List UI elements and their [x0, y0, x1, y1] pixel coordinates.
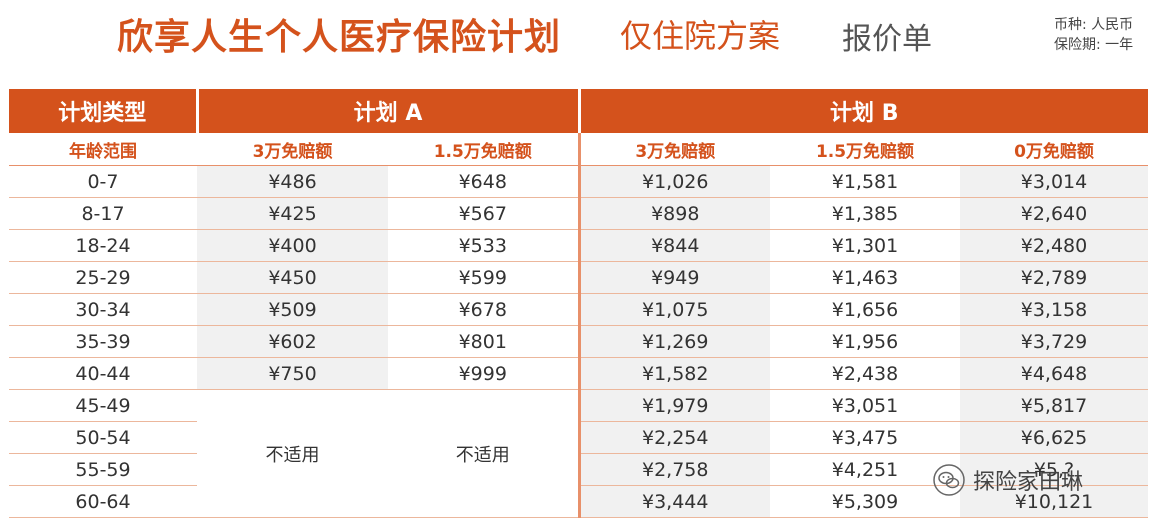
plan-a-price-cell: ¥750	[197, 357, 388, 390]
table-row: 60-64 ¥3,444 ¥5,309 ¥10,121	[9, 485, 1148, 518]
age-range-cell: 35-39	[9, 325, 197, 358]
age-range-cell: 60-64	[9, 485, 197, 518]
page-subtitle: 仅住院方案	[620, 17, 781, 55]
age-range-cell: 25-29	[9, 261, 197, 294]
not-applicable-cell: 不适用	[197, 389, 388, 518]
age-range-cell: 30-34	[9, 293, 197, 326]
plan-a-price-cell: ¥999	[388, 357, 581, 390]
plan-b-price-cell: ¥5,309	[770, 485, 960, 518]
age-range-cell: 55-59	[9, 453, 197, 486]
plan-b-price-cell: ¥5,?	[960, 453, 1148, 486]
plan-a-deductible-15k-header: 1.5万免赔额	[388, 133, 581, 166]
plan-b-header: 计划 B	[577, 89, 1148, 133]
quote-label: 报价单	[842, 22, 932, 57]
currency-label: 币种: 人民币	[1054, 17, 1134, 33]
plan-b-price-cell: ¥2,254	[579, 421, 770, 454]
plan-b-price-cell: ¥4,251	[770, 453, 960, 486]
plan-a-price-cell: ¥400	[197, 229, 388, 262]
plan-b-price-cell: ¥3,014	[960, 165, 1148, 198]
plan-b-price-cell: ¥3,729	[960, 325, 1148, 358]
plan-b-price-cell: ¥6,625	[960, 421, 1148, 454]
pricing-table: 计划类型 计划 A 计划 B 年龄范围 3万免赔额 1.5万免赔额 3万免赔额 …	[9, 89, 1148, 518]
period-label: 保险期: 一年	[1054, 37, 1134, 53]
table-row: 35-39 ¥602 ¥801 ¥1,269 ¥1,956 ¥3,729	[9, 325, 1148, 358]
plan-b-deductible-30k-header: 3万免赔额	[579, 133, 770, 166]
header: 欣享人生个人医疗保险计划 仅住院方案 报价单 币种: 人民币 保险期: 一年	[0, 0, 1158, 86]
watermark-text: 探险家田琳	[973, 470, 1084, 495]
age-range-cell: 0-7	[9, 165, 197, 198]
table-row: 50-54 ¥2,254 ¥3,475 ¥6,625	[9, 421, 1148, 454]
age-range-cell: 45-49	[9, 389, 197, 422]
age-range-cell: 50-54	[9, 421, 197, 454]
plan-a-price-cell: ¥486	[197, 165, 388, 198]
table-row: 18-24 ¥400 ¥533 ¥844 ¥1,301 ¥2,480	[9, 229, 1148, 262]
plan-a-deductible-30k-header: 3万免赔额	[197, 133, 388, 166]
age-range-cell: 8-17	[9, 197, 197, 230]
age-range-header: 年龄范围	[9, 133, 197, 166]
plan-b-price-cell: ¥2,480	[960, 229, 1148, 262]
plan-b-price-cell: ¥1,656	[770, 293, 960, 326]
plan-b-price-cell: ¥898	[579, 197, 770, 230]
plan-b-price-cell: ¥1,956	[770, 325, 960, 358]
age-range-cell: 40-44	[9, 357, 197, 390]
plan-b-price-cell: ¥844	[579, 229, 770, 262]
table-row: 0-7 ¥486 ¥648 ¥1,026 ¥1,581 ¥3,014	[9, 165, 1148, 198]
plan-a-price-cell: ¥678	[388, 293, 581, 326]
plan-b-price-cell: ¥3,444	[579, 485, 770, 518]
plan-b-deductible-0-header: 0万免赔额	[960, 133, 1148, 166]
plan-a-price-cell: ¥450	[197, 261, 388, 294]
table-header-row: 计划类型 计划 A 计划 B	[9, 89, 1148, 133]
plan-b-price-cell: ¥2,758	[579, 453, 770, 486]
plan-b-price-cell: ¥2,438	[770, 357, 960, 390]
plan-type-header: 计划类型	[9, 89, 197, 133]
not-applicable-cell: 不适用	[388, 389, 581, 518]
plan-b-price-cell: ¥2,640	[960, 197, 1148, 230]
plan-b-price-cell: ¥949	[579, 261, 770, 294]
plan-b-price-cell: ¥1,301	[770, 229, 960, 262]
plan-a-price-cell: ¥648	[388, 165, 581, 198]
table-subheader-row: 年龄范围 3万免赔额 1.5万免赔额 3万免赔额 1.5万免赔额 0万免赔额	[9, 133, 1148, 166]
plan-b-price-cell: ¥5,817	[960, 389, 1148, 422]
plan-a-price-cell: ¥509	[197, 293, 388, 326]
watermark: 探险家田琳	[933, 460, 1083, 500]
plan-b-price-cell: ¥2,789	[960, 261, 1148, 294]
plan-a-price-cell: ¥567	[388, 197, 581, 230]
plan-b-price-cell: ¥1,026	[579, 165, 770, 198]
table-row: 40-44 ¥750 ¥999 ¥1,582 ¥2,438 ¥4,648	[9, 357, 1148, 390]
plan-a-price-cell: ¥801	[388, 325, 581, 358]
table-row: 30-34 ¥509 ¥678 ¥1,075 ¥1,656 ¥3,158	[9, 293, 1148, 326]
plan-b-deductible-15k-header: 1.5万免赔额	[770, 133, 960, 166]
plan-a-price-cell: ¥533	[388, 229, 581, 262]
plan-a-price-cell: ¥425	[197, 197, 388, 230]
wechat-icon	[933, 464, 965, 496]
plan-b-price-cell: ¥1,075	[579, 293, 770, 326]
plan-b-price-cell: ¥1,582	[579, 357, 770, 390]
plan-b-price-cell: ¥1,979	[579, 389, 770, 422]
plan-a-price-cell: ¥599	[388, 261, 581, 294]
table-row: 8-17 ¥425 ¥567 ¥898 ¥1,385 ¥2,640	[9, 197, 1148, 230]
table-body: 0-7 ¥486 ¥648 ¥1,026 ¥1,581 ¥3,014 8-17 ¥425 ¥56…	[9, 165, 1148, 518]
plan-b-price-cell: ¥1,385	[770, 197, 960, 230]
plan-b-price-cell: ¥3,475	[770, 421, 960, 454]
plan-b-price-cell: ¥3,051	[770, 389, 960, 422]
table-row: 45-49 不适用 不适用 ¥1,979 ¥3,051 ¥5,817	[9, 389, 1148, 518]
plan-b-price-cell: ¥1,463	[770, 261, 960, 294]
plan-b-price-cell: ¥3,158	[960, 293, 1148, 326]
age-range-cell: 18-24	[9, 229, 197, 262]
table-row: 55-59 ¥2,758 ¥4,251 ¥5,?	[9, 453, 1148, 486]
plan-b-price-cell: ¥1,581	[770, 165, 960, 198]
plan-b-price-cell: ¥4,648	[960, 357, 1148, 390]
plan-b-price-cell: ¥10,121	[960, 485, 1148, 518]
plan-b-price-cell: ¥1,269	[579, 325, 770, 358]
page-title: 欣享人生个人医疗保险计划	[117, 17, 562, 58]
table-row: 25-29 ¥450 ¥599 ¥949 ¥1,463 ¥2,789	[9, 261, 1148, 294]
plan-a-price-cell: ¥602	[197, 325, 388, 358]
plan-a-header: 计划 A	[195, 89, 579, 133]
